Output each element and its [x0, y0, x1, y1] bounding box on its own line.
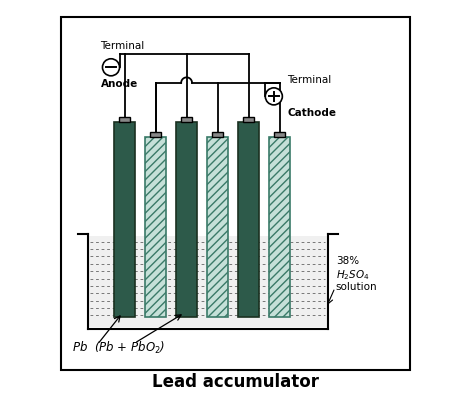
Circle shape: [102, 59, 119, 76]
Text: Anode: Anode: [100, 78, 138, 89]
Bar: [212, 132, 223, 137]
Bar: [114, 122, 135, 317]
Text: Lead accumulator: Lead accumulator: [152, 373, 319, 391]
Text: 38%: 38%: [336, 256, 359, 266]
Text: Cathode: Cathode: [287, 108, 336, 118]
Bar: [238, 122, 259, 317]
Text: solution: solution: [336, 282, 377, 292]
Bar: [207, 137, 228, 317]
Bar: [181, 117, 192, 122]
Bar: [150, 132, 161, 137]
Text: Terminal: Terminal: [100, 41, 145, 51]
Bar: [269, 137, 290, 317]
Bar: [119, 117, 130, 122]
Bar: [145, 137, 166, 317]
Bar: [89, 236, 328, 327]
Circle shape: [265, 88, 283, 105]
Bar: [243, 117, 254, 122]
Bar: [274, 132, 285, 137]
Text: Pb  (Pb + PbO$_2$): Pb (Pb + PbO$_2$): [72, 340, 165, 357]
Bar: [176, 122, 197, 317]
Text: $H_2SO_4$: $H_2SO_4$: [336, 268, 370, 282]
Text: Terminal: Terminal: [287, 75, 331, 85]
